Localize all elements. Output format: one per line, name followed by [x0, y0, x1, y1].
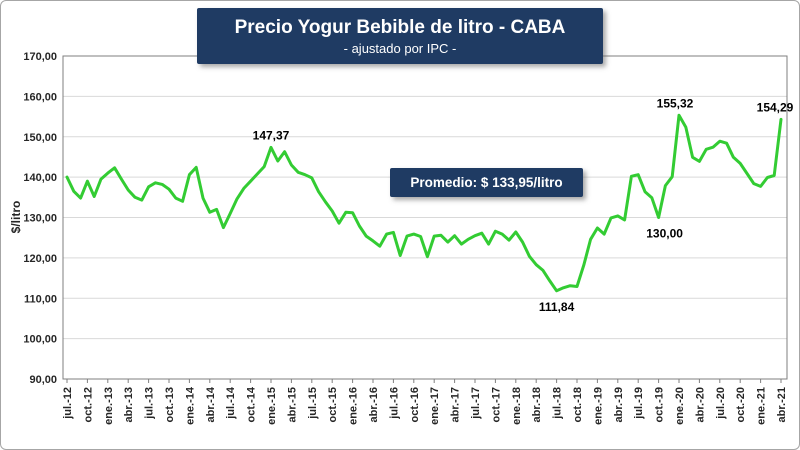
chart-subtitle: - ajustado por IPC -	[343, 40, 457, 56]
x-tick-label: ene.-20	[674, 387, 686, 425]
x-tick-label: jul.-15	[307, 387, 319, 420]
x-tick-label: oct.-18	[572, 387, 584, 422]
x-tick-label: abr.-20	[694, 387, 706, 422]
x-tick-label: abr.-15	[286, 387, 298, 422]
average-annotation-box: Promedio: $ 133,95/litro	[390, 168, 583, 197]
x-tick-label: abr.-13	[123, 387, 135, 422]
x-tick-label: oct.-15	[327, 387, 339, 422]
chart-title-box: Precio Yogur Bebible de litro - CABA - a…	[197, 8, 603, 64]
data-label: 111,84	[539, 300, 575, 314]
x-tick-label: ene.-17	[429, 387, 441, 425]
x-tick-label: ene.-19	[592, 387, 604, 425]
chart-title: Precio Yogur Bebible de litro - CABA	[234, 16, 566, 38]
x-tick-label: jul.-12	[62, 387, 74, 420]
x-tick-label: ene.-18	[511, 387, 523, 425]
x-tick-label: oct.-19	[654, 387, 666, 422]
x-tick-label: abr.-21	[776, 387, 788, 422]
x-tick-label: abr.-16	[368, 387, 380, 422]
x-tick-label: jul.-19	[633, 387, 645, 420]
y-axis-title: $/litro	[9, 200, 23, 234]
y-tick-label: 120,00	[23, 253, 57, 265]
x-tick-label: jul.-17	[470, 387, 482, 420]
x-tick-label: jul.-18	[552, 387, 564, 420]
y-tick-label: 130,00	[23, 213, 57, 225]
x-tick-label: ene.-21	[756, 387, 768, 425]
y-tick-label: 90,00	[29, 374, 57, 386]
x-tick-label: jul.-16	[388, 387, 400, 420]
y-tick-label: 150,00	[23, 132, 57, 144]
x-tick-label: abr.-19	[613, 387, 625, 422]
x-tick-label: oct.-20	[735, 387, 747, 422]
x-tick-label: ene.-13	[103, 387, 115, 425]
data-label: 147,37	[253, 128, 290, 142]
x-tick-label: jul.-20	[715, 387, 727, 420]
x-tick-label: oct.-13	[164, 387, 176, 422]
x-tick-label: ene.-15	[266, 387, 278, 425]
data-label: 155,32	[657, 96, 694, 110]
x-tick-label: ene.-16	[348, 387, 360, 425]
data-label: 130,00	[646, 227, 683, 241]
x-tick-label: oct.-14	[246, 386, 258, 422]
x-tick-label: jul.-13	[144, 387, 156, 420]
x-tick-label: ene.-14	[184, 386, 196, 425]
y-tick-label: 100,00	[23, 334, 57, 346]
x-tick-label: abr.-17	[450, 387, 462, 422]
x-tick-label: oct.-12	[82, 387, 94, 422]
price-line	[65, 113, 783, 293]
y-tick-label: 110,00	[24, 293, 57, 305]
y-tick-label: 170,00	[23, 51, 57, 63]
average-annotation-label: Promedio: $ 133,95/litro	[410, 175, 563, 190]
data-label: 154,29	[757, 100, 794, 114]
x-tick-label: abr.-14	[205, 386, 217, 422]
y-tick-label: 140,00	[23, 172, 57, 184]
x-tick-label: abr.-18	[531, 387, 543, 422]
x-tick-label: oct.-17	[490, 387, 502, 422]
x-tick-label: oct.-16	[409, 387, 421, 422]
x-tick-label: jul.-14	[225, 386, 237, 420]
y-tick-label: 160,00	[23, 91, 57, 103]
